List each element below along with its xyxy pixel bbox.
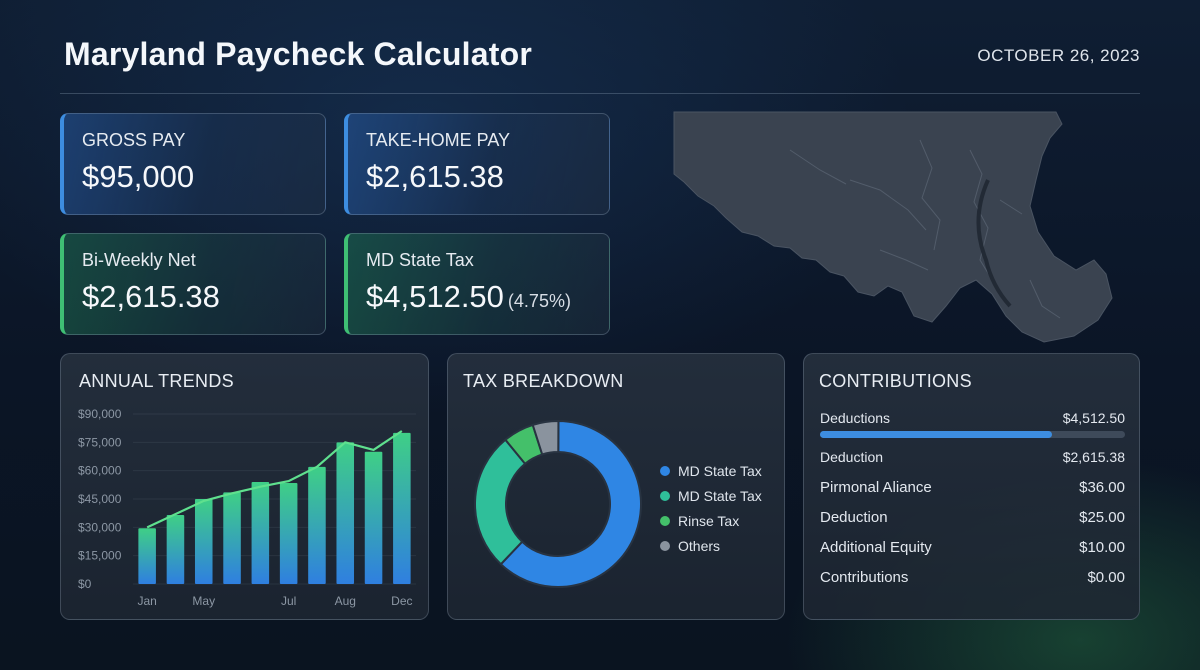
- y-tick-label: $60,000: [78, 464, 122, 478]
- x-tick-label: May: [192, 594, 215, 608]
- y-tick-label: $45,000: [78, 492, 122, 506]
- y-tick-label: $30,000: [78, 520, 122, 534]
- page-title: Maryland Paycheck Calculator: [64, 36, 533, 72]
- report-date: OCTOBER 26, 2023: [977, 46, 1140, 65]
- contribution-row: Pirmonal Aliance $36.00: [820, 479, 1125, 496]
- bi-weekly-net-value: $2,615.38: [82, 279, 220, 314]
- md-state-tax-label: MD State Tax: [366, 250, 474, 270]
- tax-breakdown-panel: TAX BREAKDOWN MD State Tax MD State Tax …: [447, 353, 785, 620]
- annual-trends-panel: ANNUAL TRENDS $90,000 $75,000 $60,000 $45,0…: [60, 353, 429, 620]
- trend-bar: [279, 482, 298, 584]
- legend-label: MD State Tax: [678, 462, 762, 479]
- take-home-pay-value: $2,615.38: [366, 159, 504, 194]
- contribution-value: $36.00: [1079, 479, 1125, 496]
- legend-item: Rinse Tax: [660, 508, 762, 533]
- contribution-value: $10.00: [1079, 539, 1125, 556]
- tax-legend: MD State Tax MD State Tax Rinse Tax Othe…: [660, 458, 762, 558]
- donut-slice: [499, 419, 642, 588]
- trend-bar: [308, 466, 326, 584]
- legend-item: MD State Tax: [660, 458, 762, 483]
- x-tick-label: Jan: [137, 594, 156, 608]
- md-state-tax-card[interactable]: MD State Tax $4,512.50 (4.75%): [344, 233, 610, 335]
- contributions-panel: CONTRIBUTIONS Deductions $4,512.50 Deduct…: [803, 353, 1140, 620]
- y-tick-label: $75,000: [78, 435, 122, 449]
- take-home-pay-card[interactable]: TAKE-HOME PAY $2,615.38: [344, 113, 610, 215]
- contribution-label: Pirmonal Aliance: [820, 479, 932, 496]
- contribution-row: Deductions $4,512.50: [820, 410, 1125, 426]
- legend-swatch: [660, 465, 670, 476]
- y-tick-label: $0: [78, 577, 92, 591]
- y-tick-label: $90,000: [78, 407, 122, 421]
- legend-label: MD State Tax: [678, 487, 762, 504]
- bi-weekly-net-label: Bi-Weekly Net: [82, 250, 196, 270]
- trend-bar: [336, 442, 355, 584]
- trend-bar: [194, 499, 213, 584]
- legend-item: Others: [660, 533, 762, 558]
- contribution-row: Deduction $2,615.38: [820, 449, 1125, 465]
- contribution-value: $2,615.38: [1062, 449, 1125, 465]
- x-tick-label: Dec: [391, 594, 412, 608]
- y-tick-label: $15,000: [78, 549, 122, 563]
- legend-swatch: [660, 540, 670, 551]
- x-tick-label: Jul: [281, 594, 296, 608]
- x-tick-label: Aug: [335, 594, 356, 608]
- contribution-label: Deduction: [820, 449, 884, 465]
- deductions-progress-fill: [820, 431, 1052, 438]
- contribution-label: Additional Equity: [820, 539, 932, 556]
- contribution-value: $0.00: [1087, 569, 1125, 586]
- md-state-tax-rate: (4.75%): [507, 291, 571, 311]
- contribution-value: $25.00: [1079, 509, 1125, 526]
- trend-line: [146, 430, 403, 529]
- bi-weekly-net-card[interactable]: Bi-Weekly Net $2,615.38: [60, 233, 326, 335]
- contribution-label: Deduction: [820, 509, 888, 526]
- trend-bar: [166, 515, 185, 584]
- legend-swatch: [660, 515, 670, 526]
- donut-slice: [531, 420, 560, 456]
- legend-swatch: [660, 490, 670, 501]
- take-home-pay-label: TAKE-HOME PAY: [366, 130, 511, 150]
- annual-trends-chart: $90,000 $75,000 $60,000 $45,000 $30,000 $15,0…: [78, 407, 416, 608]
- contribution-row: Deduction $25.00: [820, 509, 1125, 526]
- gross-pay-label: GROSS PAY: [82, 130, 186, 150]
- donut-slice: [474, 438, 527, 566]
- legend-item: MD State Tax: [660, 483, 762, 508]
- deductions-progress-bar: [820, 431, 1125, 438]
- legend-label: Rinse Tax: [678, 512, 740, 529]
- contribution-value: $4,512.50: [1062, 410, 1125, 426]
- md-state-tax-value: $4,512.50 (4.75%): [366, 279, 571, 314]
- gross-pay-card[interactable]: GROSS PAY $95,000: [60, 113, 326, 215]
- tax-breakdown-donut: [474, 419, 642, 588]
- trend-bar: [364, 451, 383, 584]
- annual-trends-title: ANNUAL TRENDS: [79, 371, 234, 391]
- trend-bar: [138, 528, 156, 584]
- trend-bar: [223, 492, 241, 584]
- trend-bar: [251, 482, 270, 584]
- contributions-title: CONTRIBUTIONS: [819, 371, 972, 391]
- contribution-row: Additional Equity $10.00: [820, 539, 1125, 556]
- header-divider: [60, 93, 1140, 94]
- trend-bar: [393, 432, 411, 584]
- contribution-label: Contributions: [820, 569, 909, 586]
- contribution-row: Contributions $0.00: [820, 569, 1125, 586]
- legend-label: Others: [678, 537, 721, 554]
- contribution-label: Deductions: [820, 410, 891, 426]
- gross-pay-value: $95,000: [82, 159, 195, 194]
- tax-breakdown-title: TAX BREAKDOWN: [463, 371, 624, 391]
- maryland-map: [673, 111, 1113, 343]
